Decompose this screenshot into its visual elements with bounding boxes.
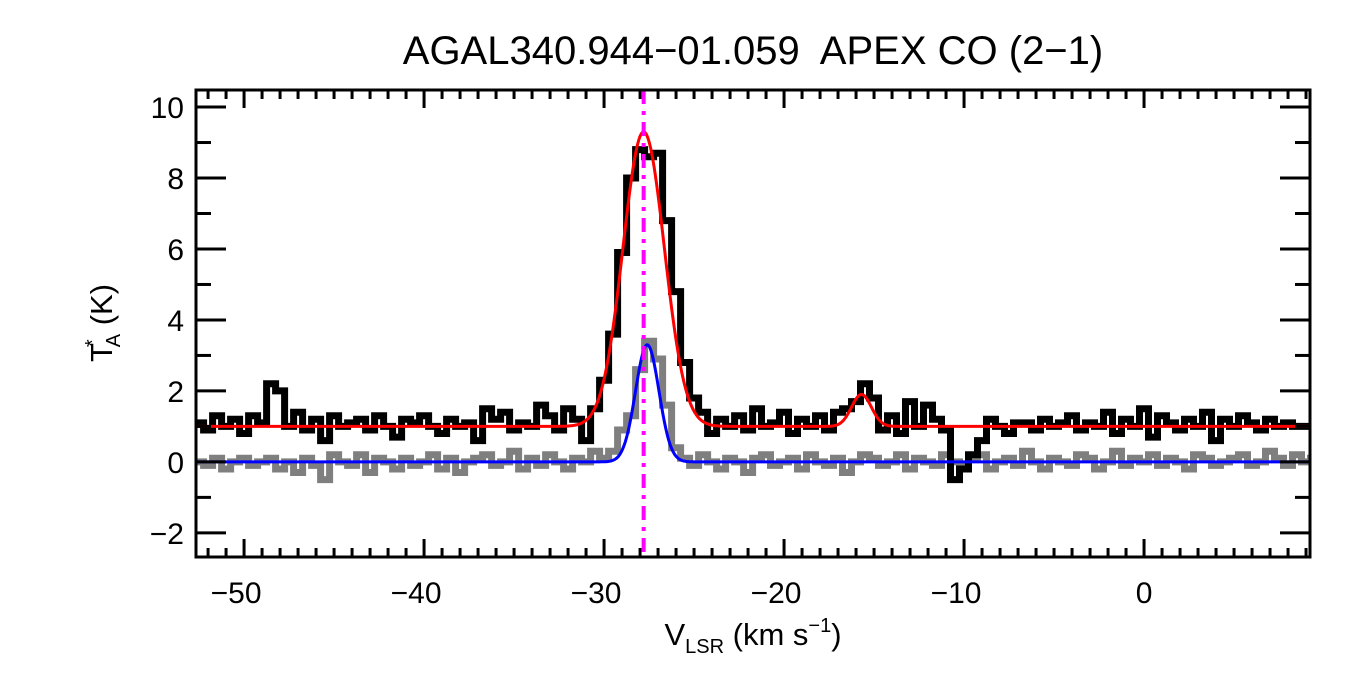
y-label-sup: *: [82, 339, 104, 347]
x-label-end: ): [831, 617, 841, 652]
x-axis-label: VLSR (km s−1): [664, 615, 841, 658]
co-spectrum-black: [196, 146, 1310, 484]
x-label-sup: −1: [808, 615, 831, 637]
chart-title: AGAL340.944−01.059 APEX CO (2−1): [403, 29, 1103, 73]
y-axis-label: T*A (K): [82, 284, 125, 362]
y-tick-label: 4: [167, 305, 184, 338]
x-tick-label: −30: [571, 577, 622, 610]
x-tick-label: −50: [211, 577, 262, 610]
y-label-sub: A: [103, 333, 125, 347]
x-tick-label: −40: [391, 577, 442, 610]
y-label-main: T: [84, 343, 119, 362]
plot-frame: [194, 88, 1312, 559]
gaussian-fit-blue: [196, 343, 1310, 464]
y-tick-label: 6: [167, 234, 184, 267]
x-tick-label: −20: [751, 577, 802, 610]
plot-area: [196, 90, 1310, 557]
y-tick-label: 8: [167, 163, 184, 196]
x-label-sub: LSR: [685, 636, 724, 658]
gaussian-fit-red: [196, 130, 1310, 428]
y-label-rest: (K): [84, 284, 119, 334]
y-tick-label: 0: [167, 447, 184, 480]
x-tick-label: −10: [931, 577, 982, 610]
x-label-rest: (km s: [724, 617, 808, 652]
x-label-main: V: [664, 617, 685, 652]
y-tick-label: −2: [150, 518, 184, 551]
y-tick-label: 2: [167, 376, 184, 409]
y-tick-label: 10: [151, 92, 184, 125]
x-tick-label: 0: [1136, 577, 1153, 610]
